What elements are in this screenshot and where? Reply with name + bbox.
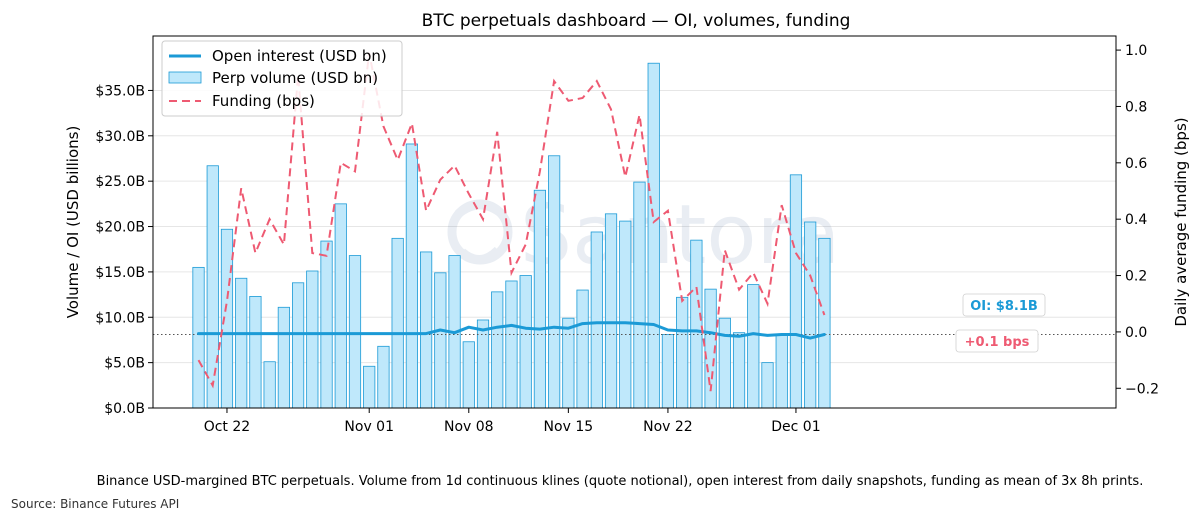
x-tick-label: Nov 22	[643, 419, 693, 435]
volume-bar	[747, 284, 760, 409]
x-tick-label: Dec 01	[771, 419, 820, 435]
volume-bar	[732, 332, 746, 409]
right-tick-label: 0.6	[1125, 156, 1147, 172]
chart-footnote: Binance USD-margined BTC perpetuals. Vol…	[96, 474, 1144, 489]
left-axis: $0.0B $5.0B $10.0B $15.0B $20.0B $25.0B $30.0B…	[95, 83, 153, 417]
x-tick-label: Nov 01	[344, 419, 394, 435]
left-tick-label: $35.0B	[95, 83, 145, 99]
volume-bar	[804, 221, 817, 409]
volume-bar	[476, 319, 490, 409]
volume-bar	[462, 341, 475, 409]
volume-bar	[633, 181, 646, 409]
x-tick-label: Nov 15	[544, 419, 594, 435]
volume-bar	[533, 189, 546, 409]
volume-bar	[391, 237, 404, 409]
volume-bar	[206, 165, 219, 409]
volume-bar	[220, 228, 234, 409]
volume-bar	[647, 62, 660, 409]
watermark-text: Santora	[520, 188, 841, 283]
legend-volume-label: Perp volume (USD bn)	[212, 69, 378, 87]
volume-bar	[434, 272, 447, 409]
right-tick-label: 0.8	[1125, 99, 1147, 115]
volume-bar	[519, 275, 532, 409]
volume-bar	[292, 282, 305, 409]
volume-bar	[249, 295, 262, 409]
left-tick-label: $10.0B	[95, 310, 145, 326]
volume-bar	[576, 289, 589, 409]
volume-bar	[818, 237, 831, 409]
volume-bar	[377, 345, 390, 409]
volume-bar	[491, 291, 504, 409]
volume-bar	[363, 365, 376, 409]
right-axis: −0.2 0.0 0.2 0.4 0.6 0.8 1.0	[1116, 43, 1159, 397]
volume-bar	[775, 335, 788, 409]
btc-perpetuals-chart: BTC perpetuals dashboard — OI, volumes, …	[64, 11, 1190, 435]
volume-bar	[235, 277, 248, 409]
legend-funding-label: Funding (bps)	[212, 92, 315, 110]
chart-title: BTC perpetuals dashboard — OI, volumes, …	[422, 11, 851, 31]
x-tick-label: Nov 08	[444, 419, 494, 435]
volume-bar	[590, 231, 603, 409]
volume-bar	[676, 296, 689, 409]
left-tick-label: $30.0B	[95, 129, 145, 145]
watermark-logo-icon	[447, 199, 513, 265]
plot-frame	[152, 35, 1117, 409]
volume-bar	[789, 174, 803, 409]
x-tick-label: Oct 22	[204, 419, 250, 435]
left-tick-label: $25.0B	[95, 174, 145, 190]
volume-bar	[320, 240, 333, 409]
left-tick-label: $20.0B	[95, 220, 145, 236]
volume-bar	[604, 213, 618, 409]
left-tick-label: $0.0B	[104, 401, 145, 417]
right-axis-label: Daily average funding (bps)	[1172, 117, 1190, 326]
legend: Open interest (USD bn) Perp volume (USD …	[161, 40, 403, 117]
volume-bar	[619, 220, 632, 409]
legend-volume-swatch	[168, 71, 202, 84]
volume-bar	[690, 239, 703, 409]
volume-bar	[548, 155, 561, 409]
volume-bar	[718, 317, 731, 409]
volume-bar	[348, 255, 362, 409]
legend-oi-label: Open interest (USD bn)	[212, 47, 387, 65]
right-tick-label: 0.0	[1125, 325, 1147, 341]
volume-bar	[192, 266, 205, 409]
oi-annotation-label: OI: $8.1B	[970, 299, 1038, 314]
volume-bar	[661, 334, 675, 409]
volume-bar	[505, 280, 518, 409]
funding-line	[197, 52, 826, 392]
watermark: Santora	[447, 188, 841, 283]
left-tick-label: $5.0B	[104, 356, 145, 372]
volume-bar	[306, 270, 319, 409]
volume-bar	[420, 251, 433, 409]
volume-bar	[277, 306, 290, 409]
left-tick-label: $15.0B	[95, 265, 145, 281]
x-axis: Oct 22 Nov 01 Nov 08 Nov 15 Nov 22 Dec 01	[204, 408, 821, 435]
right-tick-label: 0.2	[1125, 269, 1147, 285]
funding-annotation: +0.1 bps	[955, 329, 1039, 353]
funding-annotation-label: +0.1 bps	[965, 335, 1030, 350]
legend-box	[161, 40, 403, 117]
volume-bar	[562, 317, 575, 409]
volume-bar	[263, 361, 276, 409]
right-tick-label: 0.4	[1125, 212, 1147, 228]
right-tick-label: −0.2	[1125, 381, 1159, 397]
oi-annotation: OI: $8.1B	[962, 293, 1046, 317]
volume-bar	[761, 362, 774, 409]
volume-bar	[334, 203, 347, 409]
open-interest-line	[197, 321, 826, 340]
right-tick-label: 1.0	[1125, 43, 1147, 59]
left-axis-label: Volume / OI (USD billions)	[64, 126, 82, 319]
chart-source: Source: Binance Futures API	[11, 497, 180, 511]
volume-bar	[405, 143, 418, 409]
